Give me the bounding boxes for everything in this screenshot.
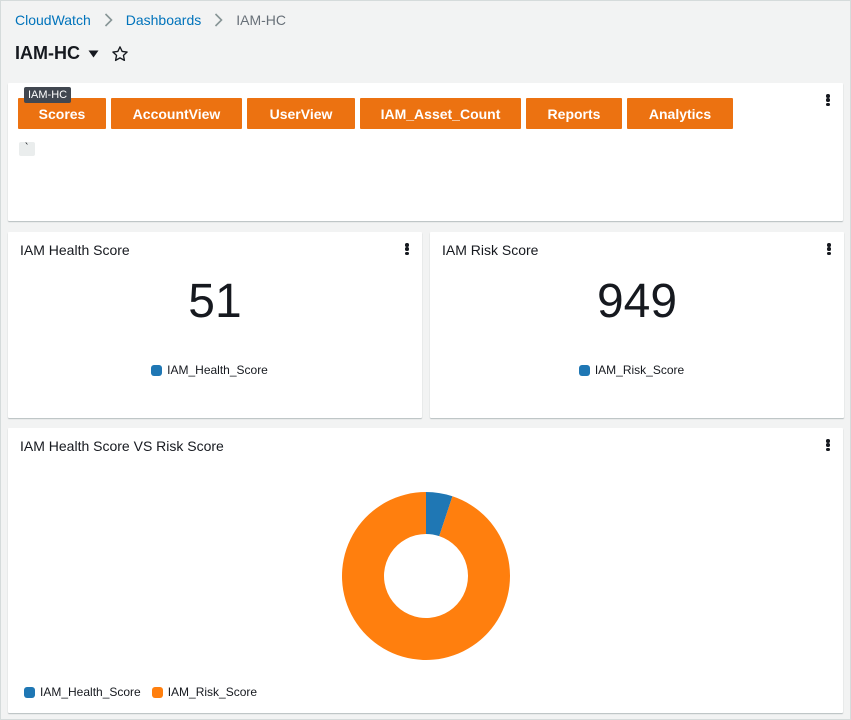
widget-title: IAM Risk Score — [442, 242, 539, 258]
pie-chart-widget: IAM Health Score VS Risk Score IAM_Healt… — [8, 428, 843, 713]
risk-score-value: 949 — [596, 275, 678, 328]
widget-title: IAM Health Score — [20, 242, 130, 258]
breadcrumb-dashboards-link[interactable]: Dashboards — [125, 12, 202, 28]
text-widget: IAM-HC Scores AccountView UserView IAM_A… — [8, 83, 843, 221]
chart-legend: IAM_Health_Score IAM_Risk_Score — [24, 685, 268, 699]
page-title: IAM-HC — [15, 43, 80, 63]
legend-item-iam-health-score[interactable]: IAM_Health_Score — [24, 685, 141, 699]
star-outline-icon[interactable] — [111, 45, 129, 63]
dashboard-header: IAM-HC — [15, 43, 129, 64]
legend-item-iam-risk-score[interactable]: IAM_Risk_Score — [151, 685, 258, 699]
iam-asset-count-button[interactable]: IAM_Asset_Count — [360, 98, 521, 129]
widget-menu-icon[interactable] — [823, 92, 833, 108]
legend-item[interactable]: IAM_Health_Score — [151, 363, 268, 377]
caret-down-icon[interactable] — [88, 50, 99, 58]
legend: IAM_Risk_Score — [430, 363, 844, 377]
breadcrumb-current: IAM-HC — [236, 12, 287, 28]
donut-slice-iam-health-score[interactable] — [426, 492, 453, 537]
userview-button[interactable]: UserView — [247, 98, 355, 129]
breadcrumb-cloudwatch-link[interactable]: CloudWatch — [15, 12, 91, 28]
legend-label: IAM_Risk_Score — [594, 363, 685, 377]
legend: IAM_Health_Score — [8, 363, 422, 377]
scores-button[interactable]: Scores — [18, 98, 106, 129]
breadcrumb: CloudWatch Dashboards IAM-HC — [15, 12, 286, 28]
dashboard-tooltip: IAM-HC — [24, 87, 72, 103]
health-score-value: 51 — [188, 275, 242, 328]
legend-label: IAM_Health_Score — [40, 685, 141, 699]
risk-score-widget: IAM Risk Score 949 IAM_Risk_Score — [430, 232, 844, 418]
widget-menu-icon[interactable] — [402, 241, 412, 257]
legend-swatch — [578, 364, 590, 376]
nav-button-row: Scores AccountView UserView IAM_Asset_Co… — [18, 98, 733, 129]
widget-title: IAM Health Score VS Risk Score — [20, 438, 224, 454]
legend-label: IAM_Health_Score — [167, 363, 268, 377]
analytics-button[interactable]: Analytics — [627, 98, 733, 129]
legend-swatch — [24, 686, 35, 698]
donut-slice-iam-risk-score[interactable] — [342, 492, 510, 660]
legend-item[interactable]: IAM_Risk_Score — [578, 363, 685, 377]
legend-swatch — [151, 364, 163, 376]
widget-menu-icon[interactable] — [823, 437, 833, 453]
legend-label: IAM_Risk_Score — [167, 685, 258, 699]
code-snippet: ` — [19, 142, 35, 156]
legend-swatch — [151, 686, 163, 698]
chevron-right-icon — [214, 13, 223, 27]
accountview-button[interactable]: AccountView — [111, 98, 242, 129]
health-score-widget: IAM Health Score 51 IAM_Health_Score — [8, 232, 422, 418]
widget-menu-icon[interactable] — [824, 241, 834, 257]
donut-chart — [342, 492, 510, 660]
chevron-right-icon — [104, 13, 113, 27]
reports-button[interactable]: Reports — [526, 98, 622, 129]
